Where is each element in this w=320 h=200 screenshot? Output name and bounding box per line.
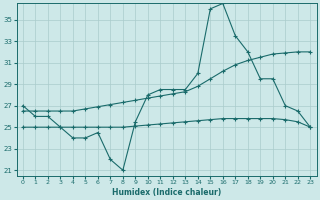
X-axis label: Humidex (Indice chaleur): Humidex (Indice chaleur) — [112, 188, 221, 197]
